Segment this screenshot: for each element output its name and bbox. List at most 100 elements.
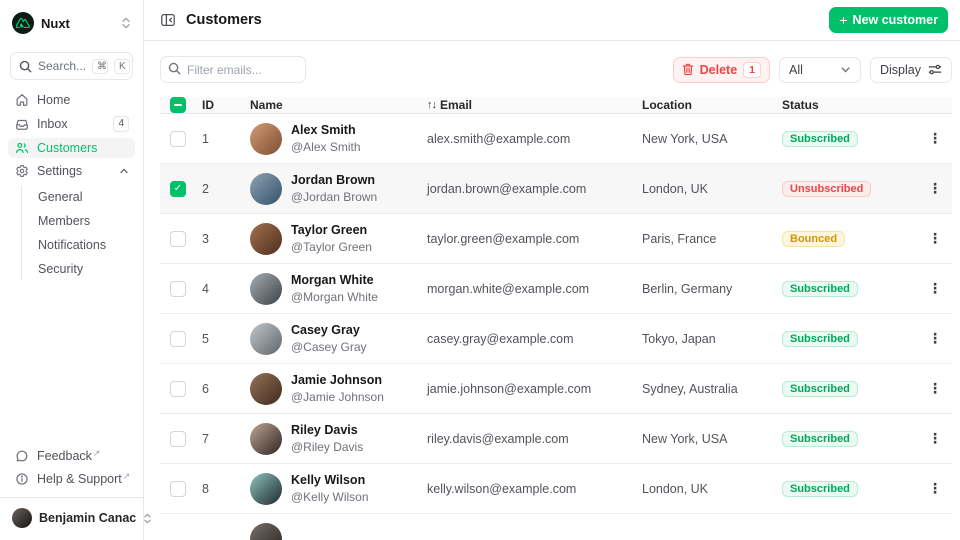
select-all-checkbox[interactable] (170, 97, 186, 113)
row-checkbox[interactable] (170, 130, 186, 147)
table-row[interactable]: 7 Riley Davis @Riley Davis riley.davis@e… (160, 414, 952, 464)
search-icon (19, 60, 32, 73)
avatar (250, 222, 282, 255)
table-toolbar: Delete 1 All Display (160, 56, 952, 83)
table-row[interactable]: 4 Morgan White @Morgan White morgan.whit… (160, 264, 952, 314)
row-checkbox[interactable] (170, 180, 186, 197)
sidebar-item-label: Feedback↗ (37, 448, 101, 463)
user-menu[interactable]: Benjamin Canac (10, 506, 152, 530)
avatar (12, 508, 32, 528)
search-input[interactable]: Search... ⌘ K (10, 52, 133, 80)
customer-handle: @Morgan White (291, 289, 378, 304)
row-checkbox[interactable] (170, 430, 186, 447)
nuxt-logo-icon (12, 12, 34, 34)
chevron-up-down-icon (121, 17, 131, 29)
column-header-email[interactable]: ↑↓ Email (427, 98, 473, 112)
cell-id: 1 (202, 131, 209, 146)
sidebar-item-settings[interactable]: Settings (8, 161, 135, 181)
status-badge: Bounced (782, 230, 846, 247)
info-circle-icon (14, 472, 30, 486)
row-actions-menu-icon[interactable]: ⋮ (928, 431, 942, 446)
row-checkbox[interactable] (170, 480, 186, 497)
cell-name: Alex Smith @Alex Smith (240, 122, 415, 155)
cell-location: London, UK (642, 181, 709, 196)
customer-name: Casey Gray (291, 322, 360, 337)
home-icon (14, 93, 30, 107)
customer-handle: @Casey Gray (291, 339, 367, 354)
workspace-switcher[interactable]: Nuxt (8, 8, 135, 38)
sidebar-item-help-support[interactable]: Help & Support↗ (8, 469, 135, 489)
inbox-icon (14, 117, 30, 131)
chevron-down-icon (840, 64, 851, 75)
customer-name: Alex Smith (291, 122, 356, 137)
trash-icon (682, 63, 694, 76)
row-actions-menu-icon[interactable]: ⋮ (928, 281, 942, 296)
cell-id: 3 (202, 231, 209, 246)
customer-name: Morgan White (291, 272, 374, 287)
sidebar-item-inbox[interactable]: Inbox 4 (8, 113, 135, 135)
cell-name: Morgan White @Morgan White (240, 272, 415, 305)
avatar (250, 422, 282, 455)
sidebar-item-customers[interactable]: Customers (8, 138, 135, 158)
column-header-name: Name (250, 98, 283, 112)
row-actions-menu-icon[interactable]: ⋮ (928, 131, 942, 146)
row-actions-menu-icon[interactable]: ⋮ (928, 231, 942, 246)
customer-handle: @Taylor Green (291, 239, 372, 254)
table-header: ID Name ↑↓ Email Location Status (160, 97, 952, 114)
cell-email: casey.gray@example.com (427, 331, 574, 346)
row-actions-menu-icon[interactable]: ⋮ (928, 381, 942, 396)
column-header-status: Status (782, 98, 819, 112)
gear-icon (14, 164, 30, 178)
row-checkbox[interactable] (170, 330, 186, 347)
cell-email: jordan.brown@example.com (427, 181, 587, 196)
sidebar-item-security[interactable]: Security (38, 262, 84, 276)
table-row[interactable]: 1 Alex Smith @Alex Smith alex.smith@exam… (160, 114, 952, 164)
sidebar-item-notifications[interactable]: Notifications (38, 238, 107, 252)
customer-name: Kelly Wilson (291, 472, 366, 487)
customer-name: Jamie Johnson (291, 372, 382, 387)
sidebar-item-feedback[interactable]: Feedback↗ (8, 446, 135, 466)
sidebar-item-general[interactable]: General (38, 190, 83, 204)
table-row[interactable]: 5 Casey Gray @Casey Gray casey.gray@exam… (160, 314, 952, 364)
row-actions-menu-icon[interactable]: ⋮ (928, 181, 942, 196)
sidebar-nav: Home Inbox 4 Customers Settings (8, 90, 135, 280)
row-checkbox[interactable] (170, 380, 186, 397)
cell-email: taylor.green@example.com (427, 231, 580, 246)
sidebar-item-home[interactable]: Home (8, 90, 135, 110)
new-customer-button[interactable]: + New customer (829, 7, 948, 33)
user-name: Benjamin Canac (39, 511, 137, 525)
avatar (250, 523, 282, 540)
table-row[interactable]: 2 Jordan Brown @Jordan Brown jordan.brow… (160, 164, 952, 214)
cell-name: Taylor Green @Taylor Green (240, 222, 415, 255)
customer-name: Jordan Brown (291, 172, 376, 187)
users-icon (14, 141, 30, 155)
status-badge: Subscribed (782, 330, 858, 347)
page-header: Customers + New customer (144, 0, 960, 41)
search-icon (168, 62, 181, 75)
cell-email: jamie.johnson@example.com (427, 381, 592, 396)
sidebar-collapse-icon[interactable] (160, 12, 176, 28)
chat-bubble-icon (14, 449, 30, 463)
row-checkbox[interactable] (170, 230, 186, 247)
row-checkbox[interactable] (170, 280, 186, 297)
row-actions-menu-icon[interactable]: ⋮ (928, 481, 942, 496)
table-row[interactable]: 8 Kelly Wilson @Kelly Wilson kelly.wilso… (160, 464, 952, 514)
status-filter-select[interactable]: All (779, 56, 861, 83)
table-row[interactable]: 6 Jamie Johnson @Jamie Johnson jamie.joh… (160, 364, 952, 414)
delete-button[interactable]: Delete 1 (672, 56, 770, 83)
cell-location: Paris, France (642, 231, 717, 246)
column-header-id: ID (202, 98, 214, 112)
page-title: Customers (186, 12, 262, 28)
display-button[interactable]: Display (870, 56, 952, 83)
sidebar-item-members[interactable]: Members (38, 214, 91, 228)
filter-emails-input[interactable] (160, 56, 306, 83)
inbox-count-badge: 4 (113, 116, 129, 132)
table-row[interactable]: 3 Taylor Green @Taylor Green taylor.gree… (160, 214, 952, 264)
cell-id: 5 (202, 331, 209, 346)
cell-name (240, 523, 415, 540)
cell-location: Tokyo, Japan (642, 331, 716, 346)
cell-email: kelly.wilson@example.com (427, 481, 577, 496)
row-actions-menu-icon[interactable]: ⋮ (928, 331, 942, 346)
cell-location: New York, USA (642, 431, 728, 446)
search-placeholder: Search... (38, 59, 87, 73)
